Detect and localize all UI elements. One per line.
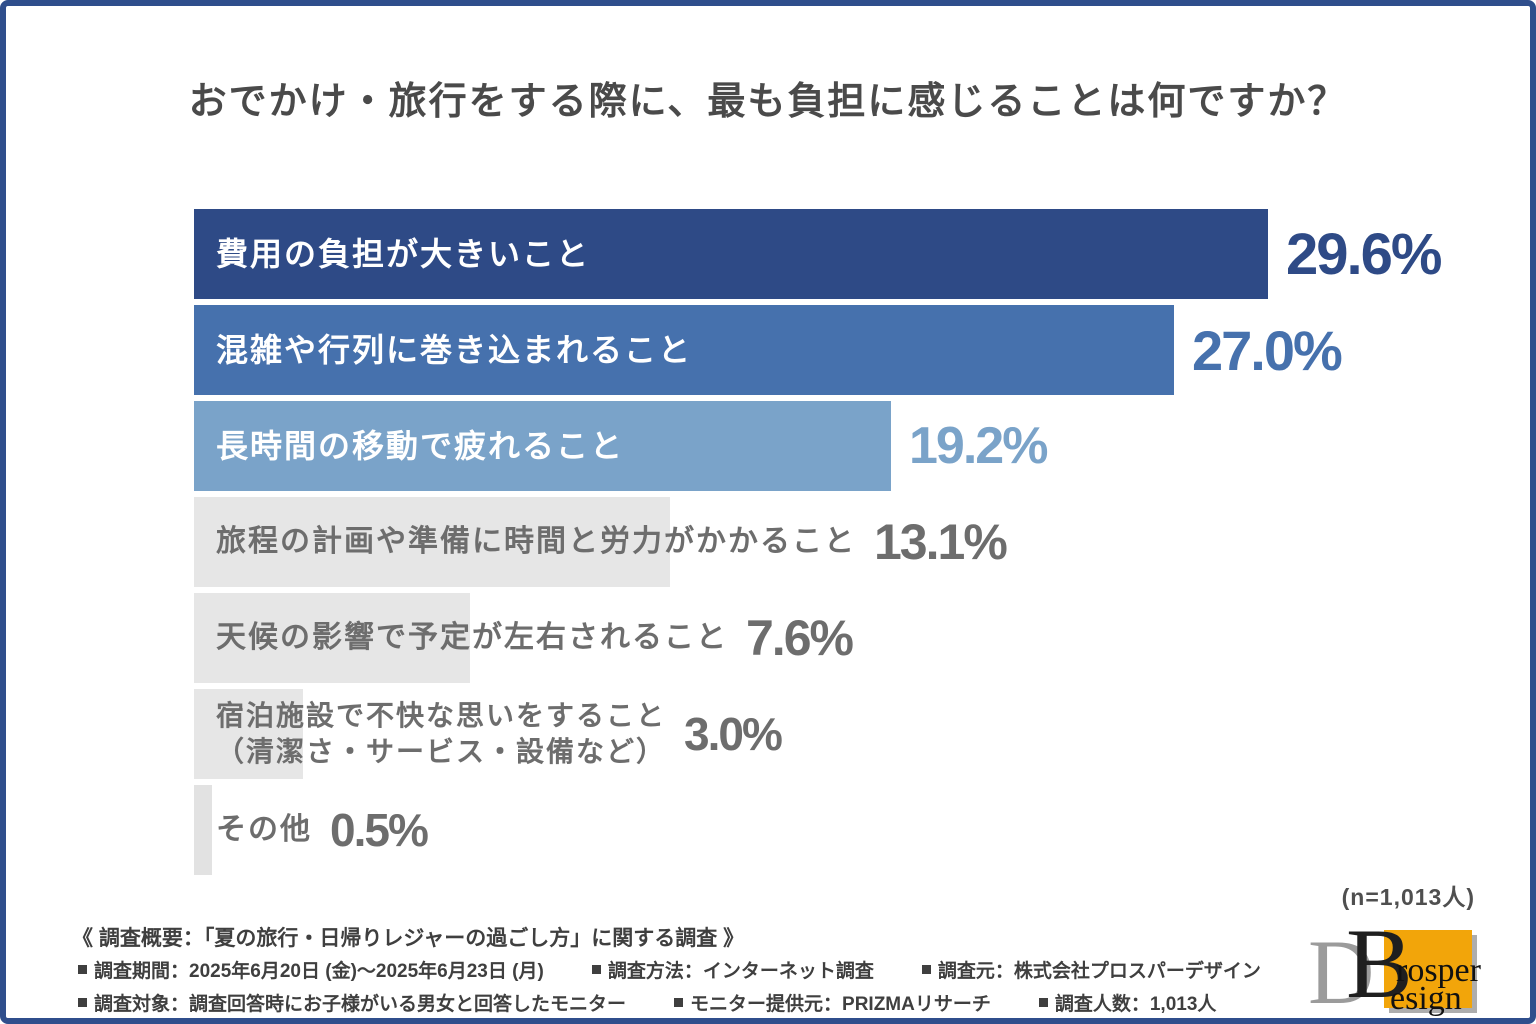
survey-source-text: 調査元：株式会社プロスパーデザイン <box>937 961 1261 982</box>
bar-label: 長時間の移動で疲れること <box>216 427 625 464</box>
survey-method: 調査方法：インターネット調査 <box>591 956 874 983</box>
value-label: 7.6% <box>746 610 854 666</box>
bar-label: その他 <box>216 812 312 846</box>
chart-row-cost: 費用の負担が大きいこと 29.6% <box>194 209 1510 299</box>
survey-count-text: 調査人数：1,013人 <box>1054 994 1217 1015</box>
chart-row-long-travel: 長時間の移動で疲れること 19.2% <box>194 401 1510 491</box>
value-label: 13.1% <box>874 514 1008 570</box>
label-zone: 費用の負担が大きいこと <box>194 209 1268 299</box>
survey-count: 調査人数：1,013人 <box>1038 989 1217 1016</box>
bullet-square-icon <box>1038 998 1048 1007</box>
survey-detail-line-1: 調査期間：2025年6月20日 (金)～2025年6月23日 (月) 調査方法：… <box>78 956 1261 983</box>
bar-long-travel <box>194 401 891 491</box>
label-zone: その他 <box>194 785 312 875</box>
survey-period: 調査期間：2025年6月20日 (金)～2025年6月23日 (月) <box>78 956 544 983</box>
survey-method-text: 調査方法：インターネット調査 <box>607 961 874 982</box>
bar-weather <box>194 593 470 683</box>
logo-word-rosper: rosper <box>1396 952 1481 989</box>
prosper-design-logo: D B rosper esign <box>1308 914 1481 1023</box>
label-zone: 長時間の移動で疲れること <box>194 401 891 491</box>
value-label: 27.0% <box>1192 318 1343 382</box>
label-zone: 天候の影響で予定が左右されること <box>194 593 728 683</box>
logo-word-esign: esign <box>1390 980 1462 1017</box>
value-label: 19.2% <box>909 417 1048 475</box>
bar-other <box>194 785 212 875</box>
label-zone: 混雑や行列に巻き込まれること <box>194 305 1174 395</box>
survey-detail-line-2: 調査対象：調査回答時にお子様がいる男女と回答したモニター モニター提供元：PRI… <box>78 989 1216 1016</box>
bar-label: 旅程の計画や準備に時間と労力がかかること <box>216 524 856 558</box>
survey-target: 調査対象：調査回答時にお子様がいる男女と回答したモニター <box>78 989 626 1016</box>
logo-orange-square <box>1384 930 1472 1008</box>
bullet-square-icon <box>921 965 931 974</box>
value-label: 29.6% <box>1286 221 1442 287</box>
chart-row-accommodation: 宿泊施設で不快な思いをすること （清潔さ・サービス・設備など） 3.0% <box>194 689 1510 779</box>
label-zone: 宿泊施設で不快な思いをすること （清潔さ・サービス・設備など） <box>194 689 666 779</box>
survey-monitor-provider: モニター提供元：PRIZMAリサーチ <box>674 989 991 1016</box>
survey-target-text: 調査対象：調査回答時にお子様がいる男女と回答したモニター <box>94 994 627 1015</box>
chart-row-planning: 旅程の計画や準備に時間と労力がかかること 13.1% <box>194 497 1510 587</box>
survey-period-text: 調査期間：2025年6月20日 (金)～2025年6月23日 (月) <box>94 961 544 982</box>
bar-label: 天候の影響で予定が左右されること <box>216 620 728 654</box>
survey-overview: 《 調査概要：「夏の旅行・日帰りレジャーの過ごし方」に関する調査 》 <box>72 927 745 950</box>
logo-letter-d: D <box>1308 921 1375 1023</box>
page-title: おでかけ・旅行をする際に、最も負担に感じることは何ですか？ <box>188 81 1348 123</box>
value-label: 3.0% <box>684 708 783 760</box>
chart-row-other: その他 0.5% <box>194 785 1510 875</box>
bullet-square-icon <box>78 965 87 974</box>
sample-size-note: (n=1,013人) <box>1341 884 1475 910</box>
bullet-square-icon <box>674 998 684 1007</box>
bar-crowds <box>194 305 1174 395</box>
survey-monitor-provider-text: モニター提供元：PRIZMAリサーチ <box>690 994 991 1015</box>
value-label: 0.5% <box>330 804 429 856</box>
bar-chart: 費用の負担が大きいこと 29.6% 混雑や行列に巻き込まれること 27.0% 長… <box>194 209 1510 875</box>
bar-label: 費用の負担が大きいこと <box>216 235 591 272</box>
survey-source: 調査元：株式会社プロスパーデザイン <box>921 956 1261 983</box>
bar-planning <box>194 497 670 587</box>
bullet-square-icon <box>591 965 601 974</box>
label-zone: 旅程の計画や準備に時間と労力がかかること <box>194 497 856 587</box>
bar-label: 宿泊施設で不快な思いをすること （清潔さ・サービス・設備など） <box>216 700 667 767</box>
bar-cost <box>194 209 1268 299</box>
chart-row-crowds: 混雑や行列に巻き込まれること 27.0% <box>194 305 1510 395</box>
logo-letter-b: B <box>1346 908 1413 1019</box>
bar-label: 混雑や行列に巻き込まれること <box>216 331 693 368</box>
chart-row-weather: 天候の影響で予定が左右されること 7.6% <box>194 593 1510 683</box>
bullet-square-icon <box>78 998 87 1007</box>
bar-accommodation <box>194 689 303 779</box>
